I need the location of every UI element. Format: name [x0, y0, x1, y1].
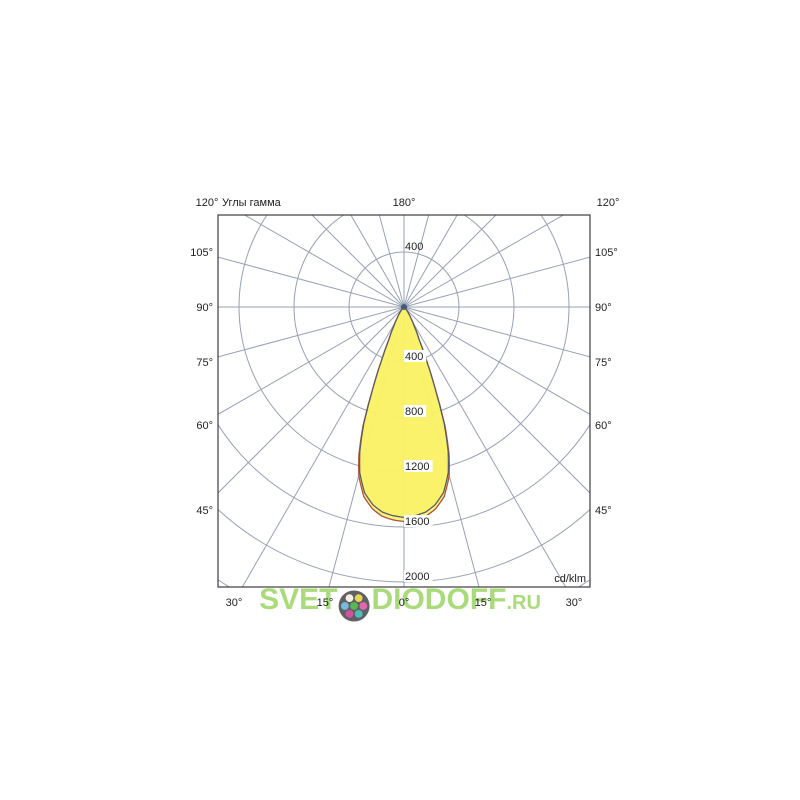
polar-grid-ray — [403, 215, 458, 308]
polar-grid-ray — [311, 215, 405, 308]
polar-grid-ray — [403, 215, 565, 308]
polar-grid-ray — [403, 306, 590, 415]
polar-grid-ray — [403, 306, 590, 358]
unit-label: cd/klm — [554, 573, 586, 585]
polar-grid-ray — [350, 215, 405, 308]
polar-grid-ray — [218, 306, 405, 415]
angle-label-bottom: 0° — [399, 597, 410, 609]
angle-label-right: 105° — [595, 247, 618, 259]
plot-border — [217, 214, 591, 588]
polar-grid-ray — [218, 306, 405, 358]
polar-grid-ray — [403, 256, 590, 308]
angle-label-180: 180° — [393, 197, 416, 209]
ring-value-label: 2000 — [405, 571, 429, 583]
angle-label-bottom: 15° — [317, 597, 334, 609]
angle-label-bottom: 30° — [566, 597, 583, 609]
polar-grid-ray — [403, 306, 590, 494]
angle-label-right: 45° — [595, 505, 612, 517]
polar-grid-ray — [241, 306, 405, 587]
angle-label-right: 60° — [595, 420, 612, 432]
polar-grid-ray — [378, 215, 405, 308]
angle-label-left: 60° — [196, 420, 213, 432]
ring-label-bg — [404, 460, 433, 472]
angle-label-left: 75° — [196, 357, 213, 369]
polar-grid-ray — [403, 215, 430, 308]
angle-label-top-right: 120° — [597, 197, 620, 209]
ring-value-label: 1600 — [405, 516, 429, 528]
ring-value-label: 800 — [405, 406, 423, 418]
angle-label-bottom: 30° — [226, 597, 243, 609]
angle-label-left: 105° — [190, 247, 213, 259]
angle-label-bottom: 15° — [475, 597, 492, 609]
angle-label-right: 75° — [595, 357, 612, 369]
polar-grid-ray — [403, 215, 497, 308]
angle-label-top-left: 120° — [196, 197, 219, 209]
ring-label-bg — [404, 570, 433, 582]
polar-grid-ray — [243, 215, 405, 308]
polar-grid-ray — [403, 306, 567, 587]
angle-label-right: 90° — [595, 302, 612, 314]
ring-value-label: 1200 — [405, 461, 429, 473]
ring-label-bg — [404, 405, 427, 417]
ring-value-label: 400 — [405, 351, 423, 363]
polar-grid-ray — [218, 306, 405, 494]
polar-grid-ray — [218, 256, 405, 308]
curve-origin-dot — [401, 304, 407, 310]
ring-label-bg — [404, 515, 433, 527]
chart-title: Углы гамма — [222, 197, 282, 209]
angle-label-left: 45° — [196, 505, 213, 517]
ring-value-label-upper: 400 — [405, 241, 423, 253]
ring-label-bg — [404, 350, 427, 362]
angle-label-left: 90° — [196, 302, 213, 314]
